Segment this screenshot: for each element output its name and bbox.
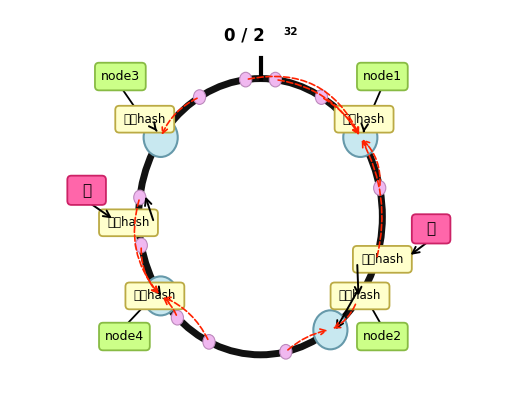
Text: 键: 键 <box>82 183 91 198</box>
Text: 计算hash: 计算hash <box>134 290 176 302</box>
FancyBboxPatch shape <box>334 106 393 133</box>
Ellipse shape <box>313 310 348 349</box>
Text: 计算hash: 计算hash <box>339 290 381 302</box>
Ellipse shape <box>280 344 292 359</box>
FancyBboxPatch shape <box>99 209 158 236</box>
Text: node2: node2 <box>363 330 402 343</box>
Text: 计算hash: 计算hash <box>123 113 166 126</box>
Ellipse shape <box>135 238 147 253</box>
FancyArrowPatch shape <box>288 329 326 350</box>
FancyBboxPatch shape <box>99 323 150 351</box>
FancyBboxPatch shape <box>357 323 408 351</box>
FancyArrowPatch shape <box>141 248 157 292</box>
FancyBboxPatch shape <box>412 214 451 243</box>
FancyArrowPatch shape <box>278 80 358 133</box>
Ellipse shape <box>370 252 382 267</box>
FancyArrowPatch shape <box>334 304 355 328</box>
FancyBboxPatch shape <box>95 63 146 90</box>
FancyBboxPatch shape <box>115 106 174 133</box>
FancyArrowPatch shape <box>134 200 158 292</box>
Text: node4: node4 <box>105 330 144 343</box>
FancyArrowPatch shape <box>324 99 358 133</box>
FancyArrowPatch shape <box>165 297 208 339</box>
Ellipse shape <box>134 190 146 205</box>
FancyArrowPatch shape <box>164 299 176 315</box>
Text: 0 / 2: 0 / 2 <box>224 26 265 44</box>
Text: 32: 32 <box>283 27 297 37</box>
Text: 键: 键 <box>427 221 436 236</box>
Text: node1: node1 <box>363 70 402 83</box>
Text: 计算hash: 计算hash <box>361 253 404 266</box>
Ellipse shape <box>171 310 183 325</box>
Text: 计算hash: 计算hash <box>107 216 150 229</box>
Ellipse shape <box>240 72 252 87</box>
Ellipse shape <box>144 276 178 315</box>
FancyArrowPatch shape <box>364 141 380 185</box>
Ellipse shape <box>269 72 281 87</box>
FancyArrowPatch shape <box>249 76 358 133</box>
Ellipse shape <box>374 181 386 195</box>
FancyBboxPatch shape <box>126 283 184 309</box>
Ellipse shape <box>343 118 377 157</box>
Ellipse shape <box>144 118 178 157</box>
FancyBboxPatch shape <box>330 283 390 309</box>
FancyArrowPatch shape <box>363 142 382 257</box>
FancyBboxPatch shape <box>67 175 106 205</box>
Ellipse shape <box>351 294 363 309</box>
Ellipse shape <box>315 90 328 104</box>
Ellipse shape <box>193 90 206 104</box>
FancyArrowPatch shape <box>162 98 197 133</box>
Ellipse shape <box>203 335 215 349</box>
Text: 计算hash: 计算hash <box>343 113 385 126</box>
FancyBboxPatch shape <box>357 63 408 90</box>
FancyBboxPatch shape <box>353 246 412 273</box>
Text: node3: node3 <box>101 70 140 83</box>
